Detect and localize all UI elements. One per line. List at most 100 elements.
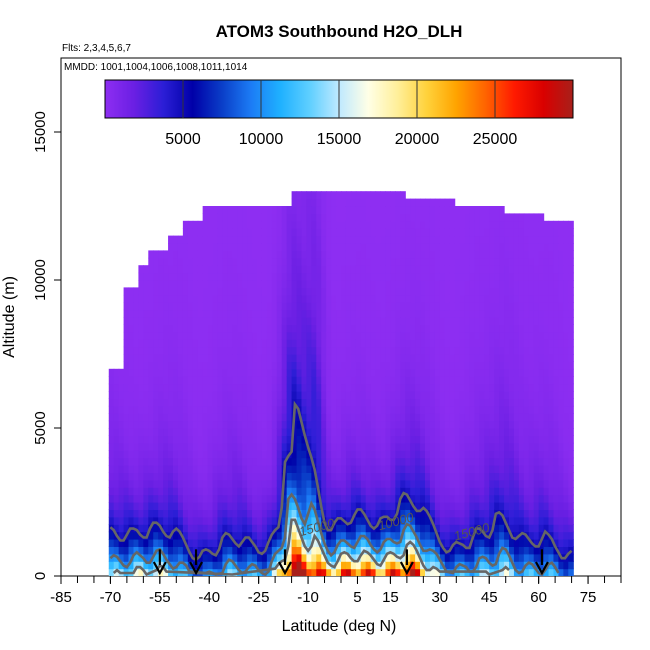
- heatmap-cell: [360, 457, 367, 466]
- heatmap-cell: [326, 479, 332, 488]
- heatmap-cell: [370, 561, 377, 570]
- heatmap-cell: [192, 487, 199, 496]
- heatmap-cell: [232, 331, 238, 340]
- heatmap-cell: [494, 302, 500, 311]
- heatmap-cell: [182, 413, 189, 422]
- heatmap-cell: [227, 257, 233, 266]
- heatmap-cell: [400, 368, 406, 377]
- heatmap-cell: [158, 309, 164, 318]
- heatmap-cell: [301, 376, 308, 385]
- heatmap-cell: [400, 250, 406, 259]
- heatmap-cell: [202, 228, 209, 237]
- heatmap-cell: [528, 250, 535, 259]
- heatmap-cell: [484, 280, 490, 288]
- heatmap-cell: [296, 339, 303, 348]
- heatmap-cell: [355, 561, 362, 570]
- heatmap-cell: [182, 509, 189, 518]
- heatmap-cell: [533, 228, 540, 237]
- heatmap-cell: [252, 539, 258, 547]
- heatmap-cell: [558, 302, 564, 311]
- heatmap-cell: [553, 450, 560, 459]
- heatmap-cell: [276, 280, 283, 288]
- heatmap-cell: [133, 317, 140, 325]
- heatmap-cell: [474, 272, 480, 281]
- heatmap-cell: [509, 457, 515, 466]
- heatmap-cell: [182, 250, 189, 259]
- heatmap-cell: [182, 383, 189, 392]
- heatmap-cell: [217, 391, 224, 399]
- heatmap-cell: [370, 509, 377, 518]
- heatmap-cell: [271, 376, 278, 385]
- heatmap-cell: [494, 428, 500, 436]
- heatmap-cell: [261, 383, 268, 392]
- heatmap-cell: [301, 346, 308, 355]
- heatmap-cell: [509, 280, 515, 288]
- heatmap-cell: [247, 243, 253, 251]
- x-axis: -85 -70 -55 -40 -25 -10 5 15 30 45 60 75: [50, 576, 622, 606]
- heatmap-cell: [365, 435, 372, 444]
- heatmap-cell: [227, 361, 233, 370]
- heatmap-cell: [489, 435, 495, 444]
- heatmap-cell: [380, 383, 387, 392]
- heatmap-cell: [365, 339, 372, 348]
- heatmap-cell: [509, 324, 515, 333]
- heatmap-cell: [321, 479, 327, 488]
- heatmap-cell: [518, 228, 525, 237]
- heatmap-cell: [271, 524, 278, 533]
- heatmap-cell: [528, 487, 535, 496]
- heatmap-cell: [266, 479, 273, 488]
- heatmap-cell: [301, 191, 308, 200]
- heatmap-cell: [291, 280, 298, 288]
- heatmap-cell: [365, 531, 372, 540]
- heatmap-cell: [227, 405, 233, 414]
- heatmap-cell: [143, 391, 149, 399]
- heatmap-cell: [568, 354, 574, 362]
- heatmap-cell: [336, 472, 342, 481]
- heatmap-cell: [513, 457, 520, 466]
- heatmap-cell: [355, 354, 362, 362]
- heatmap-cell: [538, 457, 545, 466]
- heatmap-cell: [375, 413, 382, 422]
- heatmap-cell: [489, 265, 495, 274]
- heatmap-cell: [187, 280, 194, 288]
- heatmap-cell: [380, 405, 387, 414]
- heatmap-cell: [523, 213, 530, 222]
- heatmap-cell: [123, 479, 130, 488]
- heatmap-cell: [568, 302, 574, 311]
- heatmap-cell: [331, 235, 337, 244]
- heatmap-cell: [148, 339, 154, 348]
- heatmap-cell: [192, 280, 199, 288]
- heatmap-cell: [237, 420, 243, 429]
- heatmap-cell: [459, 398, 466, 407]
- heatmap-cell: [222, 568, 228, 576]
- heatmap-cell: [212, 383, 219, 392]
- heatmap-cell: [439, 546, 446, 555]
- heatmap-cell: [479, 546, 485, 555]
- heatmap-cell: [568, 442, 574, 451]
- heatmap-cell: [415, 509, 421, 518]
- heatmap-cell: [207, 539, 214, 547]
- heatmap-cell: [316, 294, 322, 303]
- heatmap-cell: [177, 546, 184, 555]
- heatmap-cell: [173, 502, 179, 510]
- heatmap-cell: [499, 413, 505, 422]
- heatmap-cell: [420, 280, 426, 288]
- heatmap-cell: [504, 376, 510, 385]
- heatmap-cell: [217, 257, 224, 266]
- heatmap-cell: [212, 524, 219, 533]
- heatmap-cell: [410, 243, 416, 251]
- heatmap-cell: [484, 383, 490, 392]
- heatmap-cell: [207, 553, 214, 562]
- heatmap-cell: [484, 413, 490, 422]
- heatmap-cell: [410, 368, 416, 377]
- heatmap-cell: [474, 391, 480, 399]
- heatmap-cell: [365, 265, 372, 274]
- heatmap-cell: [434, 346, 441, 355]
- flight-arrow-head: [152, 561, 167, 576]
- heatmap-cell: [533, 531, 540, 540]
- heatmap-cell: [405, 546, 411, 555]
- heatmap-cell: [518, 435, 525, 444]
- heatmap-cell: [410, 487, 416, 496]
- heatmap-cell: [360, 383, 367, 392]
- heatmap-cell: [271, 420, 278, 429]
